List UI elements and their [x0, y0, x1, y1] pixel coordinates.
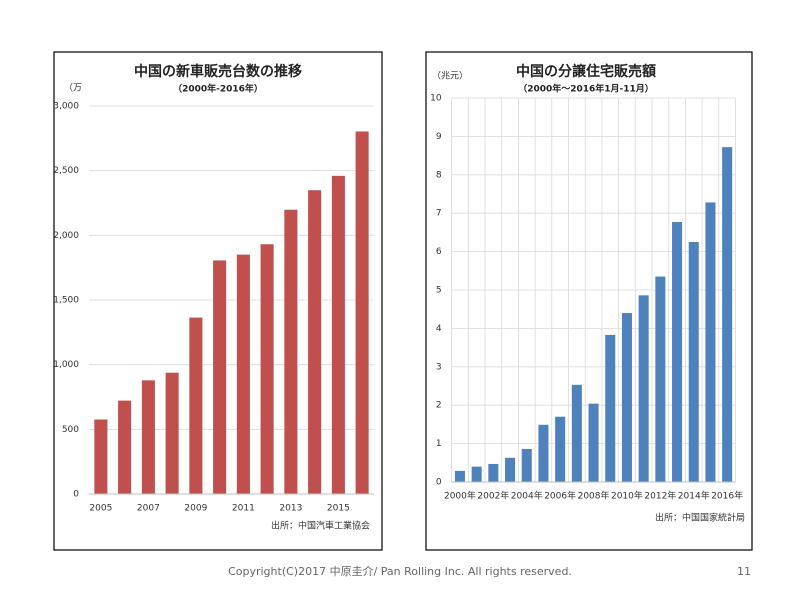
bar [94, 419, 108, 494]
bar [521, 448, 532, 482]
bar [705, 202, 716, 482]
bar [621, 313, 632, 482]
y-tick-label: 1,500 [53, 296, 79, 306]
chart-subtitle: （2000年-2016年） [173, 83, 263, 95]
bar [555, 416, 566, 482]
x-tick-label: 2012年 [644, 490, 676, 502]
bar [638, 295, 649, 482]
x-tick-label: 2008年 [578, 490, 610, 502]
bar [236, 254, 250, 494]
bar [655, 276, 666, 482]
x-tick-label: 2014年 [678, 490, 710, 502]
chart-frame [53, 51, 383, 551]
x-tick-label: 2002年 [477, 490, 509, 502]
y-tick-label: 0 [436, 478, 442, 488]
bar [260, 244, 274, 494]
page-number: 11 [737, 565, 751, 578]
chart-title: 中国の分譲住宅販売額 [516, 63, 656, 80]
y-tick-label: 5 [436, 286, 442, 296]
bar [454, 470, 465, 482]
x-tick-label: 2010年 [611, 490, 643, 502]
bar [538, 424, 549, 482]
x-tick-label: 2004年 [511, 490, 543, 502]
source: 出所：中国国家統計局 [655, 512, 745, 524]
y-tick-label: 3 [436, 362, 442, 372]
x-tick-label: 2013 [279, 504, 302, 514]
bar [165, 372, 179, 494]
x-tick-label: 2006年 [544, 490, 576, 502]
y-tick-label: 9 [436, 132, 442, 142]
bar [588, 403, 599, 482]
bar [672, 222, 683, 483]
x-tick-label: 2011 [232, 504, 255, 514]
bar [471, 466, 482, 482]
y-tick-label: 2,500 [53, 166, 79, 176]
x-tick-label: 2005 [89, 504, 112, 514]
y-tick-label: 4 [436, 324, 442, 334]
x-tick-label: 2000年 [444, 490, 476, 502]
bar [331, 175, 345, 494]
chart-title: 中国の新車販売台数の推移 [134, 63, 302, 80]
y-tick-label: 7 [436, 209, 442, 219]
bar [722, 147, 733, 483]
bar [308, 190, 322, 495]
bar [571, 384, 582, 482]
chart-frame [425, 51, 753, 551]
x-tick-label: 2009 [184, 504, 207, 514]
copyright: Copyright(C)2017 中原圭介/ Pan Rolling Inc. … [228, 565, 572, 578]
chart-subtitle: （2000年～2016年1月-11月） [518, 83, 654, 95]
bar [189, 317, 203, 494]
y-tick-label: 10 [430, 94, 442, 104]
y-tick-label: 1,000 [53, 360, 79, 370]
y-axis-label: （兆元） [432, 71, 468, 82]
bar [605, 334, 616, 482]
x-tick-label: 2016年 [711, 490, 743, 502]
bar [355, 131, 369, 494]
y-tick-label: 3,000 [53, 102, 79, 112]
bar [688, 242, 699, 482]
y-axis-label: （万 [64, 83, 82, 94]
bar [213, 260, 227, 494]
y-tick-label: 500 [62, 425, 79, 435]
x-tick-label: 2015 [327, 504, 350, 514]
y-tick-label: 1 [436, 439, 442, 449]
y-tick-label: 6 [436, 247, 442, 257]
bar [284, 209, 298, 494]
y-tick-label: 8 [436, 170, 442, 180]
bar [488, 463, 499, 482]
bar [505, 457, 516, 482]
y-tick-label: 2 [436, 401, 442, 411]
y-tick-label: 0 [73, 490, 79, 500]
bar [118, 400, 132, 494]
x-tick-label: 2007 [137, 504, 160, 514]
source: 出所：中国汽車工業協会 [271, 520, 370, 532]
y-tick-label: 2,000 [53, 231, 79, 241]
bar [141, 380, 155, 494]
